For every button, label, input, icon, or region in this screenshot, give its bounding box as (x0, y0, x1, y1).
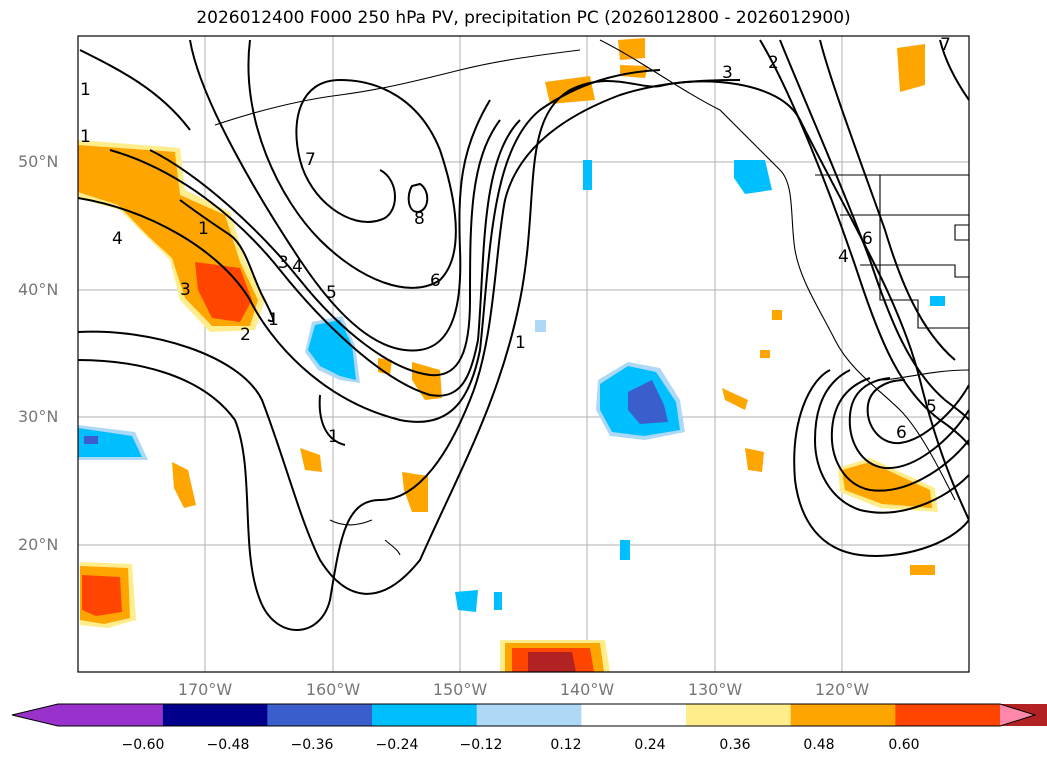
contour-label: 3 (278, 253, 289, 273)
contour-label: 2 (240, 325, 251, 345)
lon-label: 140°W (559, 680, 615, 699)
lon-label: 170°W (177, 680, 233, 699)
colorbar-tick: −0.36 (290, 737, 334, 753)
colorbar-tick: 0.48 (803, 737, 835, 753)
contour-label: 1 (80, 80, 91, 100)
contour-label: 3 (722, 63, 733, 83)
contour-label: 3 (180, 280, 191, 300)
contour-label: 4 (292, 257, 303, 277)
contour-label: 5 (326, 283, 337, 303)
lon-label: 130°W (687, 680, 743, 699)
colorbar-segment (162, 704, 268, 726)
lon-label: 150°W (432, 680, 488, 699)
contour-label: 1 (268, 310, 279, 330)
precip-core-southwest (82, 575, 122, 616)
colorbar-tick: −0.48 (206, 737, 250, 753)
lat-label: 50°N (18, 152, 59, 171)
lat-label: 40°N (18, 280, 59, 299)
contour-label: 7 (940, 35, 951, 55)
contour-label: 7 (305, 150, 316, 170)
precip-core-northwest (195, 262, 252, 322)
colorbar-segment (581, 704, 687, 726)
colorbar-segment (895, 704, 1001, 726)
colorbar-segment (267, 704, 373, 726)
colorbar-segment (476, 704, 582, 726)
lat-label: 20°N (18, 535, 59, 554)
precip-negative-areas (78, 160, 945, 612)
pv-contours (78, 39, 969, 631)
contour-labels: 1 1 1 1 1 1 2 2 3 3 3 4 4 4 5 5 6 6 6 7 … (80, 35, 951, 447)
colorbar-tick: 0.60 (888, 737, 920, 753)
colorbar-tick: −0.60 (121, 737, 165, 753)
chart-title: 2026012400 F000 250 hPa PV, precipitatio… (196, 8, 851, 28)
contour-label: 4 (112, 229, 123, 249)
map-frame (77, 35, 970, 673)
precip-core-south (528, 652, 576, 672)
lon-label: 120°W (814, 680, 870, 699)
contour-label: 2 (768, 53, 779, 73)
colorbar (11, 703, 1047, 727)
colorbar-tick: −0.24 (375, 737, 419, 753)
contour-label: 1 (198, 219, 209, 239)
precip-area-baja (842, 462, 932, 508)
coastlines (214, 39, 969, 556)
colorbar-tick: 0.36 (719, 737, 751, 753)
lon-label: 160°W (305, 680, 361, 699)
precip-area-west-central (308, 320, 356, 380)
colorbar-segment (686, 704, 792, 726)
colorbar-tick: −0.12 (459, 737, 503, 753)
colorbar-segment (790, 704, 896, 726)
contour-label: 4 (838, 247, 849, 267)
colorbar-tick: 0.12 (550, 737, 582, 753)
colorbar-segment (372, 704, 478, 726)
contour-label: 1 (515, 333, 526, 353)
map-panel: 1 1 1 1 1 1 2 2 3 3 3 4 4 4 5 5 6 6 6 7 … (77, 35, 970, 673)
colorbar-tick: 0.24 (634, 737, 666, 753)
contour-label: 8 (414, 209, 425, 229)
contour-label: 1 (328, 427, 339, 447)
contour-label: 6 (430, 271, 441, 291)
colorbar-segment (12, 704, 163, 726)
contour-label: 5 (926, 397, 937, 417)
colorbar-segment (1000, 704, 1035, 726)
contour-label: 6 (862, 229, 873, 249)
contour-label: 1 (80, 127, 91, 147)
contour-label: 6 (896, 423, 907, 443)
lat-label: 30°N (18, 407, 59, 426)
precip-core-central (628, 380, 668, 424)
precip-area-west-edge (78, 428, 142, 457)
